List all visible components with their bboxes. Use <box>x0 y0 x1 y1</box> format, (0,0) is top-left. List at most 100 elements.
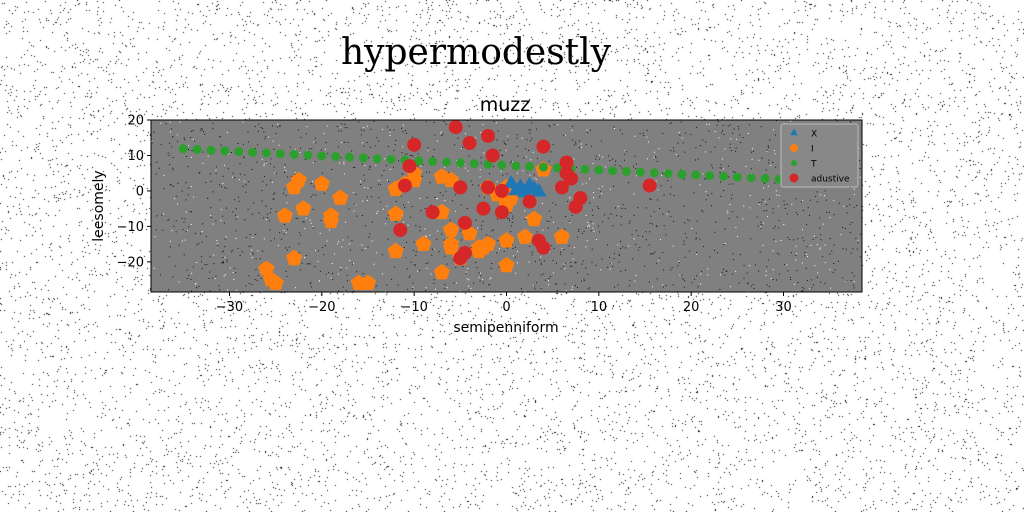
point-T <box>622 166 632 176</box>
point-T <box>718 171 728 181</box>
point-T <box>372 154 382 164</box>
point-T <box>455 158 465 168</box>
point-I <box>498 232 515 248</box>
point-T <box>206 145 216 155</box>
point-I <box>415 235 432 251</box>
point-I <box>286 249 303 266</box>
point-T <box>469 159 479 169</box>
point-adustive <box>494 183 509 198</box>
legend-marker <box>789 143 799 152</box>
x-tick-label: 0 <box>502 300 510 315</box>
point-T <box>358 153 368 163</box>
figure-suptitle: hypermodestly <box>341 32 612 73</box>
point-adustive <box>642 178 657 193</box>
point-I <box>553 228 570 244</box>
point-adustive <box>476 201 491 216</box>
point-T <box>511 161 521 171</box>
point-T <box>289 149 299 159</box>
point-X <box>517 183 533 198</box>
series-T <box>178 144 839 187</box>
y-tick-label: 0 <box>136 184 144 199</box>
point-T <box>594 165 604 175</box>
data-marks <box>178 120 839 291</box>
point-adustive <box>448 120 463 135</box>
point-T <box>580 164 590 174</box>
point-adustive <box>573 191 588 206</box>
x-tick-label: 30 <box>775 300 792 315</box>
point-I <box>433 263 450 280</box>
legend-label: T <box>810 160 817 170</box>
y-tick-label: 20 <box>127 114 144 129</box>
point-I <box>267 274 284 291</box>
point-T <box>220 146 230 156</box>
point-T <box>192 144 202 154</box>
x-tick-label: −10 <box>400 300 427 315</box>
legend-marker <box>789 173 799 183</box>
point-I <box>479 235 497 251</box>
legend-marker <box>790 128 798 136</box>
point-T <box>663 169 673 179</box>
point-T <box>303 150 313 160</box>
point-I <box>332 189 349 205</box>
point-T <box>691 170 701 180</box>
point-adustive <box>425 205 440 220</box>
x-axis-label: semipenniform <box>453 320 558 336</box>
point-T <box>275 149 285 159</box>
point-T <box>497 160 507 170</box>
point-T <box>317 151 327 161</box>
point-I <box>387 205 404 221</box>
point-T <box>732 172 742 182</box>
point-T <box>441 157 451 167</box>
point-adustive <box>481 128 496 143</box>
point-T <box>635 167 645 177</box>
point-adustive <box>462 136 477 151</box>
y-tick-label: −20 <box>117 255 144 270</box>
point-T <box>525 161 535 171</box>
point-T <box>538 162 548 172</box>
point-T <box>345 152 355 162</box>
point-adustive <box>397 178 412 193</box>
point-T <box>234 147 244 157</box>
y-axis-label: leesomely <box>91 170 107 241</box>
legend-label: X <box>811 130 817 140</box>
point-I <box>443 221 460 237</box>
point-I <box>526 210 543 227</box>
point-I <box>516 228 534 244</box>
point-adustive <box>485 148 500 163</box>
point-adustive <box>393 222 408 237</box>
point-I <box>443 239 460 255</box>
point-adustive <box>554 180 569 195</box>
point-T <box>746 173 756 183</box>
x-tick-label: −30 <box>216 300 243 315</box>
legend-label: I <box>811 145 814 155</box>
x-tick-label: −20 <box>308 300 335 315</box>
point-X <box>531 182 547 197</box>
legend-label: adustive <box>811 175 850 185</box>
point-adustive <box>481 180 496 195</box>
point-I <box>313 175 330 191</box>
point-T <box>677 169 687 179</box>
point-adustive <box>559 155 574 170</box>
series-adustive <box>393 120 657 266</box>
point-T <box>414 156 424 166</box>
y-tick-label: −10 <box>117 220 144 235</box>
x-tick-label: 10 <box>591 300 608 315</box>
point-X <box>507 181 524 196</box>
point-adustive <box>564 171 579 186</box>
point-T <box>428 156 438 166</box>
series-X <box>503 174 547 198</box>
legend-box <box>780 123 859 188</box>
point-I <box>322 207 340 223</box>
point-T <box>331 152 341 162</box>
point-T <box>649 168 659 178</box>
point-adustive <box>536 240 551 255</box>
legend-marker <box>791 160 797 166</box>
point-adustive <box>453 180 468 195</box>
point-T <box>760 174 770 184</box>
point-T <box>483 159 493 169</box>
point-I <box>498 256 515 273</box>
point-I <box>387 242 404 259</box>
